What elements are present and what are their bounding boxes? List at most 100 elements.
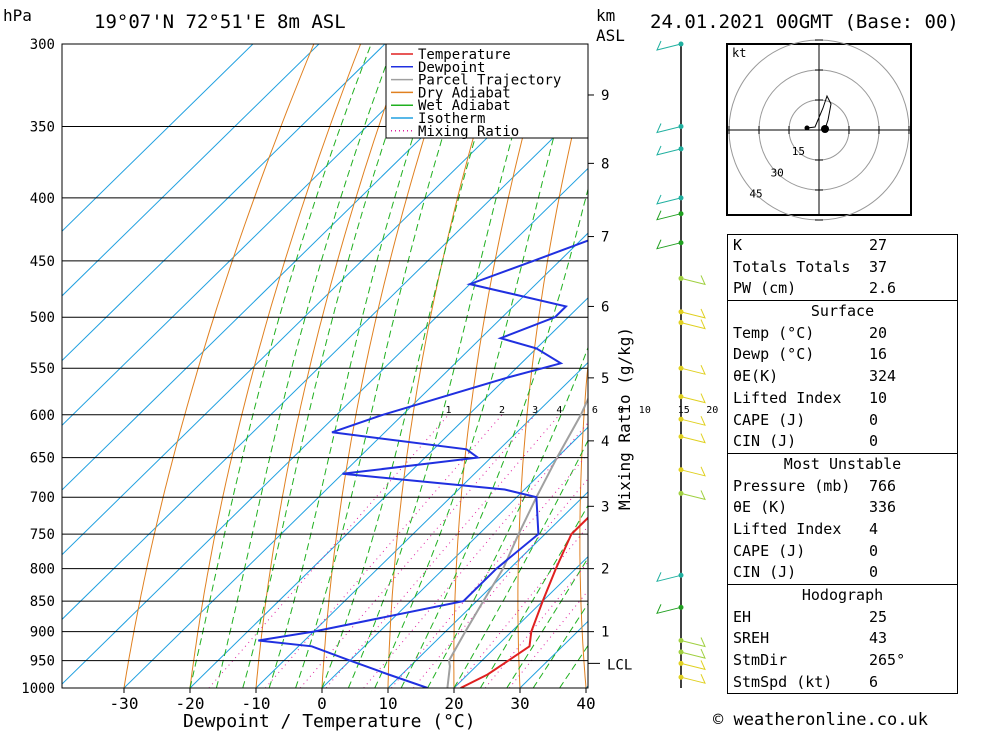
wet-adiabat-line (242, 44, 419, 688)
km-tick-label: 3 (601, 499, 609, 515)
surface-li-value: 10 (869, 388, 888, 407)
pressure-tick-label: 1000 (21, 681, 55, 697)
legend-entry: Dry Adiabat (418, 85, 511, 101)
wet-adiabat-line (347, 44, 540, 688)
stmspd-label: StmSpd (kt) (733, 672, 833, 691)
km-tick-label: 8 (601, 156, 609, 172)
mixing-ratio-label: 20 (706, 405, 718, 416)
km-tick-label: 1 (601, 625, 609, 641)
mixing-ratio-axis-title: Mixing Ratio (g/kg) (615, 327, 634, 510)
mixing-ratio-labels: 12346810152025 (446, 405, 741, 416)
wind-level-dot (678, 649, 684, 655)
profile-series (258, 239, 588, 688)
wind-barb (680, 660, 706, 671)
pressure-tick-label: 300 (30, 37, 55, 53)
hodograph-panel: kt 15 30 45 (726, 39, 912, 221)
surface-temp-row: Temp (°C) 20 (728, 323, 957, 345)
wind-level-dot (678, 211, 684, 217)
km-tick-label: 7 (601, 230, 609, 246)
surface-cin-row: CIN (J) 0 (728, 431, 957, 453)
isotherm-line (62, 44, 452, 426)
isotherm-line (387, 491, 588, 688)
wind-barb (680, 319, 706, 330)
wet-adiabat-line (400, 187, 588, 688)
wet-adiabat-line (268, 44, 445, 688)
dewpoint-line (258, 239, 588, 688)
dry-adiabat-line (123, 44, 315, 688)
pressure-tick-label: 600 (30, 408, 55, 424)
surface-li-row: Lifted Index 10 (728, 388, 957, 410)
wind-level-dot (678, 674, 684, 680)
pressure-tick-label: 650 (30, 451, 55, 467)
surface-theta-row: θE(K) 324 (728, 366, 957, 388)
surface-cape-value: 0 (869, 410, 879, 429)
isotherm-line (62, 167, 588, 685)
mu-pressure-row: Pressure (mb) 766 (728, 476, 957, 498)
sreh-label: SREH (733, 629, 770, 648)
surface-temp-value: 20 (869, 323, 888, 342)
hodograph-stats-section: Hodograph EH 25 SREH 43 StmDir 265° StmSpd … (728, 584, 957, 693)
wind-level-dot (678, 434, 684, 440)
legend-entry: Wet Adiabat (418, 98, 511, 114)
dry-adiabat-line (579, 359, 588, 688)
wind-barb-column (656, 40, 706, 688)
plot-frame (61, 43, 589, 689)
surface-theta-value: 324 (869, 367, 897, 386)
mixing-ratio-label: 2 (499, 405, 505, 416)
most-unstable-title: Most Unstable (783, 454, 902, 473)
pressure-tick-label: 450 (30, 254, 55, 270)
hodograph-ring-label: 30 (771, 166, 784, 179)
pw-row: PW (cm) 2.6 (728, 278, 957, 300)
isotherm-line (453, 555, 588, 688)
mixing-ratio-label: 15 (678, 405, 690, 416)
legend-entry: Dewpoint (418, 60, 485, 76)
wind-level-dot (678, 467, 684, 473)
mu-theta-value: 336 (869, 498, 897, 517)
wet-adiabat-line (321, 44, 504, 688)
wind-barb (680, 393, 706, 404)
wind-level-dot (678, 660, 684, 666)
stmdir-value: 265° (869, 651, 906, 670)
sreh-value: 43 (869, 629, 888, 648)
pressure-tick-label: 400 (30, 191, 55, 207)
mu-cape-value: 0 (869, 541, 879, 560)
altitude-km-axis: 1 2 3 4 5 6 7 8 9 LCL (588, 88, 632, 673)
x-axis-title: Dewpoint / Temperature (°C) (183, 711, 476, 732)
mu-li-row: Lifted Index 4 (728, 519, 957, 541)
isotherm-line (62, 44, 320, 297)
wet-adiabat-line (506, 557, 588, 688)
surface-cin-label: CIN (J) (733, 432, 797, 451)
temperature-tick-label: -20 (176, 694, 205, 713)
indices-table: K 27 Totals Totals 37 PW (cm) 2.6 Surface T… (727, 234, 958, 695)
mixing-ratio-label: 6 (592, 405, 598, 416)
wet-adiabat-line (189, 44, 372, 688)
surface-dewp-label: Dewp (°C) (733, 345, 815, 364)
pressure-tick-label: 900 (30, 625, 55, 641)
km-tick-label: 2 (601, 562, 609, 578)
wet-adiabat-line (215, 44, 395, 688)
mu-pressure-value: 766 (869, 476, 897, 495)
hodograph-trace (806, 94, 832, 130)
dry-adiabat-line (189, 44, 362, 688)
mu-theta-row: θE (K) 336 (728, 497, 957, 519)
mixing-ratio-label: 10 (639, 405, 651, 416)
legend-box (385, 43, 589, 139)
surface-temp-label: Temp (°C) (733, 323, 815, 342)
temperature-tick-label: 30 (510, 694, 529, 713)
surface-dewp-value: 16 (869, 345, 888, 364)
hodograph-unit-label: kt (732, 46, 746, 60)
surface-theta-label: θE(K) (733, 367, 779, 386)
temperature-line (460, 516, 588, 688)
dry-adiabat-line (517, 67, 588, 688)
eh-value: 25 (869, 607, 888, 626)
copyright-link[interactable]: © weatheronline.co.uk (713, 710, 928, 730)
wind-barb (656, 239, 682, 250)
mixing-ratio-label: 4 (556, 405, 562, 416)
mu-li-label: Lifted Index (733, 519, 842, 538)
wind-barb (656, 572, 682, 583)
wind-level-dot (678, 637, 684, 643)
stmdir-row: StmDir 265° (728, 650, 957, 672)
temperature-tick-label: -30 (110, 694, 139, 713)
wind-barb (680, 415, 706, 426)
